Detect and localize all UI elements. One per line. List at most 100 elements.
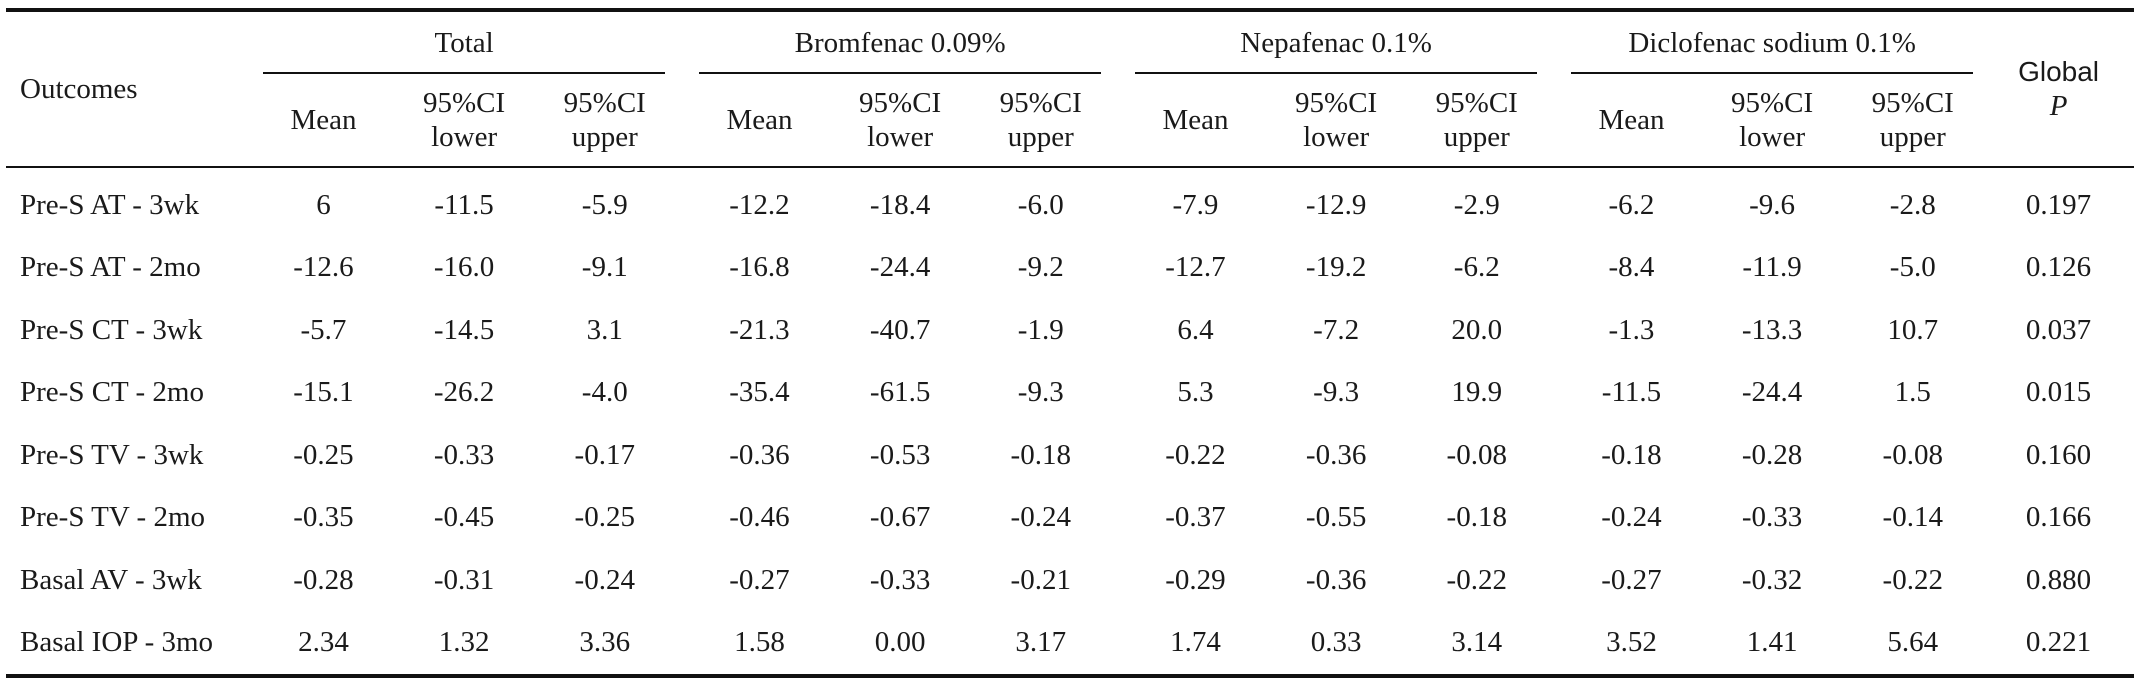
table-row: Pre-S AT - 3wk 6 -11.5 -5.9 -12.2 -18.4 -6.0 -7… [6, 167, 2134, 237]
value-cell: 3.14 [1451, 626, 1503, 659]
value-cell: -0.08 [1446, 438, 1507, 471]
value-cell: -7.2 [1313, 313, 1360, 346]
value-cell: -0.36 [1305, 563, 1367, 596]
value-cell: -6.2 [1608, 188, 1655, 221]
value-cell: -0.25 [293, 438, 354, 471]
value-cell: 6 [316, 188, 331, 221]
subheader-line: upper [1007, 121, 1074, 153]
value-cell: -5.0 [1889, 251, 1936, 284]
value-cell: -0.17 [574, 438, 635, 471]
value-cell: -2.8 [1889, 188, 1936, 221]
value-cell: -14.5 [433, 313, 495, 346]
subheader-line: upper [1879, 121, 1946, 153]
gap-cell [675, 167, 689, 237]
value-cell: 10.7 [1887, 313, 1939, 346]
value-cell: -0.35 [293, 501, 354, 534]
value-cell: 6.4 [1177, 313, 1214, 346]
outcome-cell: Pre-S TV - 3wk [20, 438, 204, 471]
group-label: Bromfenac 0.09% [794, 26, 1006, 59]
subheader-line: upper [1443, 121, 1510, 153]
global-p-cell: 0.037 [2025, 313, 2092, 346]
global-p-cell: 0.015 [2025, 376, 2092, 409]
group-header-total: Total [253, 10, 675, 74]
value-cell: -16.8 [729, 251, 790, 284]
value-cell: -0.33 [433, 438, 495, 471]
group-header-bromfenac: Bromfenac 0.09% [689, 10, 1111, 74]
gap-cell [675, 487, 689, 550]
value-cell: -18.4 [869, 188, 931, 221]
value-cell: -0.33 [1741, 501, 1803, 534]
gap-cell [1111, 549, 1125, 612]
outcome-cell: Pre-S CT - 3wk [20, 313, 203, 346]
value-cell: -9.3 [1313, 376, 1360, 409]
value-cell: -1.3 [1608, 313, 1655, 346]
global-p-label: Global [2018, 56, 2100, 87]
value-cell: -0.29 [1165, 563, 1226, 596]
outcomes-header: Outcomes [6, 10, 254, 168]
subheader-line: 95%CI [1295, 87, 1378, 119]
subheader-mean: Mean [1561, 74, 1702, 168]
value-cell: -8.4 [1608, 251, 1655, 284]
table-row: Basal IOP - 3mo 2.34 1.32 3.36 1.58 0.00 3.17 1… [6, 612, 2134, 677]
value-cell: 1.5 [1894, 376, 1931, 409]
table-header: Outcomes Total Bromfenac 0.09% Nepafenac… [6, 10, 2134, 168]
subheader-line: 95%CI [1731, 87, 1814, 119]
value-cell: 3.36 [579, 626, 631, 659]
subheader-mean: Mean [253, 74, 394, 168]
gap-cell [675, 549, 689, 612]
group-label: Diclofenac sodium 0.1% [1628, 26, 1916, 59]
value-cell: -4.0 [581, 376, 628, 409]
value-cell: -0.32 [1741, 563, 1803, 596]
gap-cell [1547, 549, 1561, 612]
group-rule [1135, 72, 1538, 74]
subheader-line: 95%CI [859, 87, 942, 119]
value-cell: -2.9 [1453, 188, 1500, 221]
value-cell: 3.17 [1015, 626, 1067, 659]
gap-cell [1111, 362, 1125, 425]
subheader-line: 95%CI [563, 87, 646, 119]
gap-cell [1547, 612, 1561, 677]
value-cell: -0.21 [1010, 563, 1071, 596]
value-cell: -0.53 [869, 438, 931, 471]
outcome-cell: Pre-S AT - 2mo [20, 251, 201, 284]
outcome-cell: Pre-S AT - 3wk [20, 188, 200, 221]
value-cell: -1.9 [1017, 313, 1064, 346]
value-cell: -9.1 [581, 251, 628, 284]
results-table: Outcomes Total Bromfenac 0.09% Nepafenac… [6, 8, 2134, 678]
value-cell: -0.45 [433, 501, 495, 534]
gap-cell [1111, 424, 1125, 487]
group-header-nepafenac: Nepafenac 0.1% [1125, 10, 1547, 74]
value-cell: -0.67 [869, 501, 931, 534]
table-row: Pre-S TV - 2mo -0.35 -0.45 -0.25 -0.46 -0.67 -… [6, 487, 2134, 550]
table-row: Pre-S CT - 3wk -5.7 -14.5 3.1 -21.3 -40.7 -1.9… [6, 299, 2134, 362]
gap-cell [675, 612, 689, 677]
gap-cell [1111, 237, 1125, 300]
value-cell: -11.9 [1742, 251, 1802, 284]
table-row: Pre-S TV - 3wk -0.25 -0.33 -0.17 -0.36 -0.53 -… [6, 424, 2134, 487]
global-p-header: Global P [1983, 10, 2134, 168]
subheader-line: 95%CI [1871, 87, 1954, 119]
global-p-cell: 0.166 [2025, 501, 2092, 534]
gap-cell [675, 74, 690, 168]
subheader-ci-upper: 95%CI upper [970, 74, 1112, 168]
value-cell: -15.1 [293, 376, 354, 409]
gap-cell [1111, 487, 1125, 550]
value-cell: -11.5 [1601, 376, 1662, 409]
table-row: Pre-S CT - 2mo -15.1 -26.2 -4.0 -35.4 -61.5 -9… [6, 362, 2134, 425]
gap-cell [675, 424, 689, 487]
value-cell: 2.34 [298, 626, 349, 659]
subheader-ci-lower: 95%CI lower [1265, 74, 1407, 168]
value-cell: -35.4 [729, 376, 790, 409]
value-cell: -6.0 [1017, 188, 1064, 221]
value-cell: -0.28 [293, 563, 354, 596]
group-rule [1571, 72, 1974, 74]
outcome-cell: Basal AV - 3wk [20, 563, 202, 596]
outcome-cell: Pre-S TV - 2mo [20, 501, 206, 534]
gap-cell [1547, 167, 1561, 237]
value-cell: -0.22 [1882, 563, 1943, 596]
gap-cell [675, 362, 689, 425]
group-label: Total [434, 26, 494, 59]
gap-cell [1547, 299, 1561, 362]
value-cell: 1.58 [734, 626, 785, 659]
